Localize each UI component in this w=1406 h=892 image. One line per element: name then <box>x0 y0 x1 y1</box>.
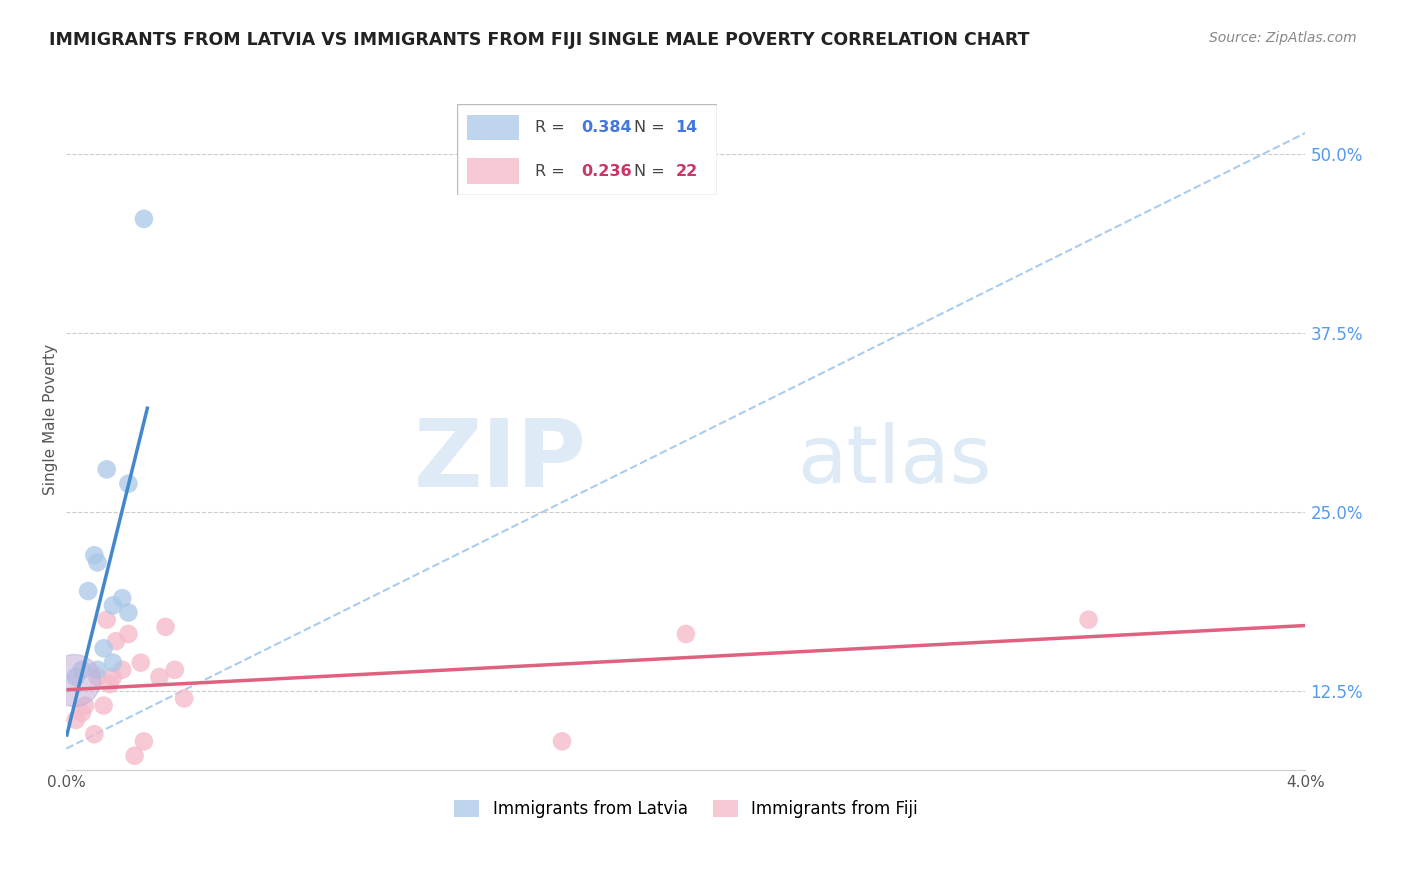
Point <box>117 627 139 641</box>
Point <box>65 670 87 684</box>
Point <box>101 656 124 670</box>
Point <box>93 698 115 713</box>
Point <box>93 641 115 656</box>
Point <box>163 663 186 677</box>
Point <box>77 584 100 599</box>
Point <box>96 462 118 476</box>
Y-axis label: Single Male Poverty: Single Male Poverty <box>44 343 58 495</box>
Text: IMMIGRANTS FROM LATVIA VS IMMIGRANTS FROM FIJI SINGLE MALE POVERTY CORRELATION C: IMMIGRANTS FROM LATVIA VS IMMIGRANTS FRO… <box>49 31 1029 49</box>
Point <box>96 613 118 627</box>
Point <box>86 556 108 570</box>
Point <box>83 727 105 741</box>
Point <box>101 670 124 684</box>
Point <box>132 734 155 748</box>
Point <box>73 698 96 713</box>
Legend: Immigrants from Latvia, Immigrants from Fiji: Immigrants from Latvia, Immigrants from … <box>447 793 924 825</box>
Point <box>83 548 105 562</box>
Point <box>148 670 170 684</box>
Point <box>117 476 139 491</box>
Text: Source: ZipAtlas.com: Source: ZipAtlas.com <box>1209 31 1357 45</box>
Point <box>551 734 574 748</box>
Point <box>65 713 87 727</box>
Point <box>98 677 121 691</box>
Point <box>124 748 146 763</box>
Point <box>132 211 155 226</box>
Point <box>86 663 108 677</box>
Point <box>111 663 134 677</box>
Point <box>105 634 128 648</box>
Point <box>1077 613 1099 627</box>
Point <box>155 620 177 634</box>
Point <box>111 591 134 606</box>
Point <box>101 599 124 613</box>
Text: ZIP: ZIP <box>413 416 586 508</box>
Point <box>63 673 86 687</box>
Text: atlas: atlas <box>797 422 991 500</box>
Point <box>70 706 93 720</box>
Point <box>675 627 697 641</box>
Point <box>129 656 152 670</box>
Point <box>173 691 195 706</box>
Point <box>117 606 139 620</box>
Point <box>70 663 93 677</box>
Point <box>86 670 108 684</box>
